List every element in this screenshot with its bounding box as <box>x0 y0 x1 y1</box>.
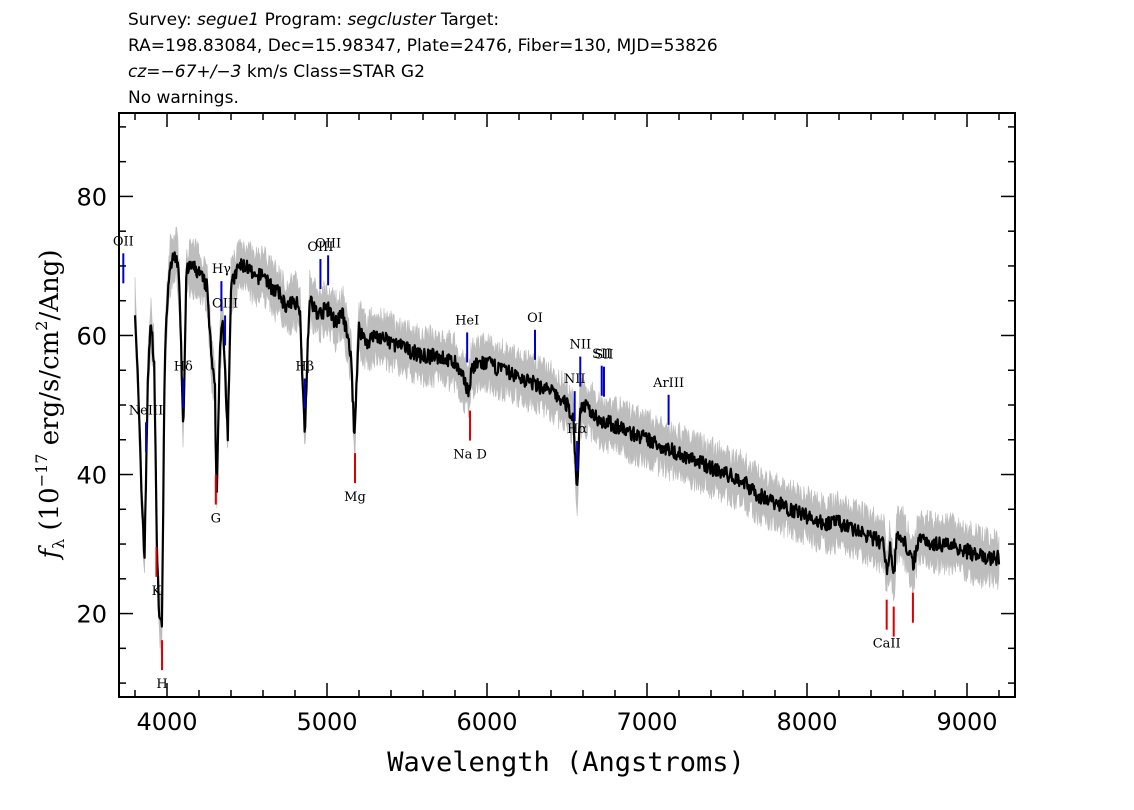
line-label: HeI <box>455 313 479 328</box>
line-label: Hδ <box>174 359 193 374</box>
y-axis-label: fλ (10−17 erg/s/cm2/Ang) <box>32 249 68 560</box>
error-band <box>134 226 1000 656</box>
y-tick-label: 40 <box>76 462 107 490</box>
x-axis-label: Wavelength (Angstroms) <box>387 747 745 778</box>
line-label: OIII <box>212 296 238 311</box>
x-tick-label: 8000 <box>776 708 837 736</box>
header-line-1: Survey: segue1 Program: segcluster Targe… <box>128 10 499 30</box>
line-label: NeIII <box>129 403 163 418</box>
target-label: Target: <box>435 10 500 30</box>
line-label: OIII <box>307 240 333 255</box>
survey-value: segue1 <box>197 10 260 30</box>
line-label: OI <box>527 311 543 326</box>
line-label: CaII <box>873 637 901 652</box>
line-label: K <box>152 584 162 599</box>
x-tick-label: 6000 <box>456 708 517 736</box>
x-tick-label: 4000 <box>136 708 197 736</box>
line-label: NII <box>564 372 586 387</box>
line-label: OII <box>113 234 134 249</box>
header-line-2: RA=198.83084, Dec=15.98347, Plate=2476, … <box>128 36 718 56</box>
line-label: G <box>211 512 221 527</box>
cz-value: =−67+/−3 <box>146 62 242 82</box>
program-value: segcluster <box>347 10 436 30</box>
line-label: Mg <box>344 490 366 505</box>
line-label: NII <box>569 338 591 353</box>
survey-label: Survey: <box>128 10 198 30</box>
x-tick-label: 5000 <box>296 708 357 736</box>
line-label: Hα <box>567 422 587 437</box>
header-line-4: No warnings. <box>128 88 239 108</box>
line-label: Hγ <box>212 262 231 277</box>
y-tick-label: 60 <box>76 322 107 350</box>
line-label: Hβ <box>295 359 314 374</box>
axes-layer: 4000 5000 6000 7000 8000 9000 20 40 60 80 <box>76 112 1016 736</box>
flux-line-layer <box>133 251 1001 628</box>
cz-label: cz <box>128 62 147 82</box>
line-label: OIII <box>315 236 341 251</box>
y-tick-label: 80 <box>76 183 107 211</box>
header-line-3: cz=−67+/−3 km/s Class=STAR G2 <box>128 62 425 82</box>
line-label: SII <box>594 348 613 363</box>
flux-line <box>133 251 1001 628</box>
program-label: Program: <box>259 10 348 30</box>
y-tick-label: 20 <box>76 601 107 629</box>
error-band-layer <box>134 226 1000 656</box>
line-label: SII <box>592 347 611 362</box>
line-label: H <box>156 677 167 692</box>
line-label: Na D <box>453 448 487 463</box>
x-tick-label: 7000 <box>616 708 677 736</box>
line-label: ArIII <box>652 376 684 391</box>
x-tick-label: 9000 <box>936 708 997 736</box>
class-text: km/s Class=STAR G2 <box>241 62 425 82</box>
